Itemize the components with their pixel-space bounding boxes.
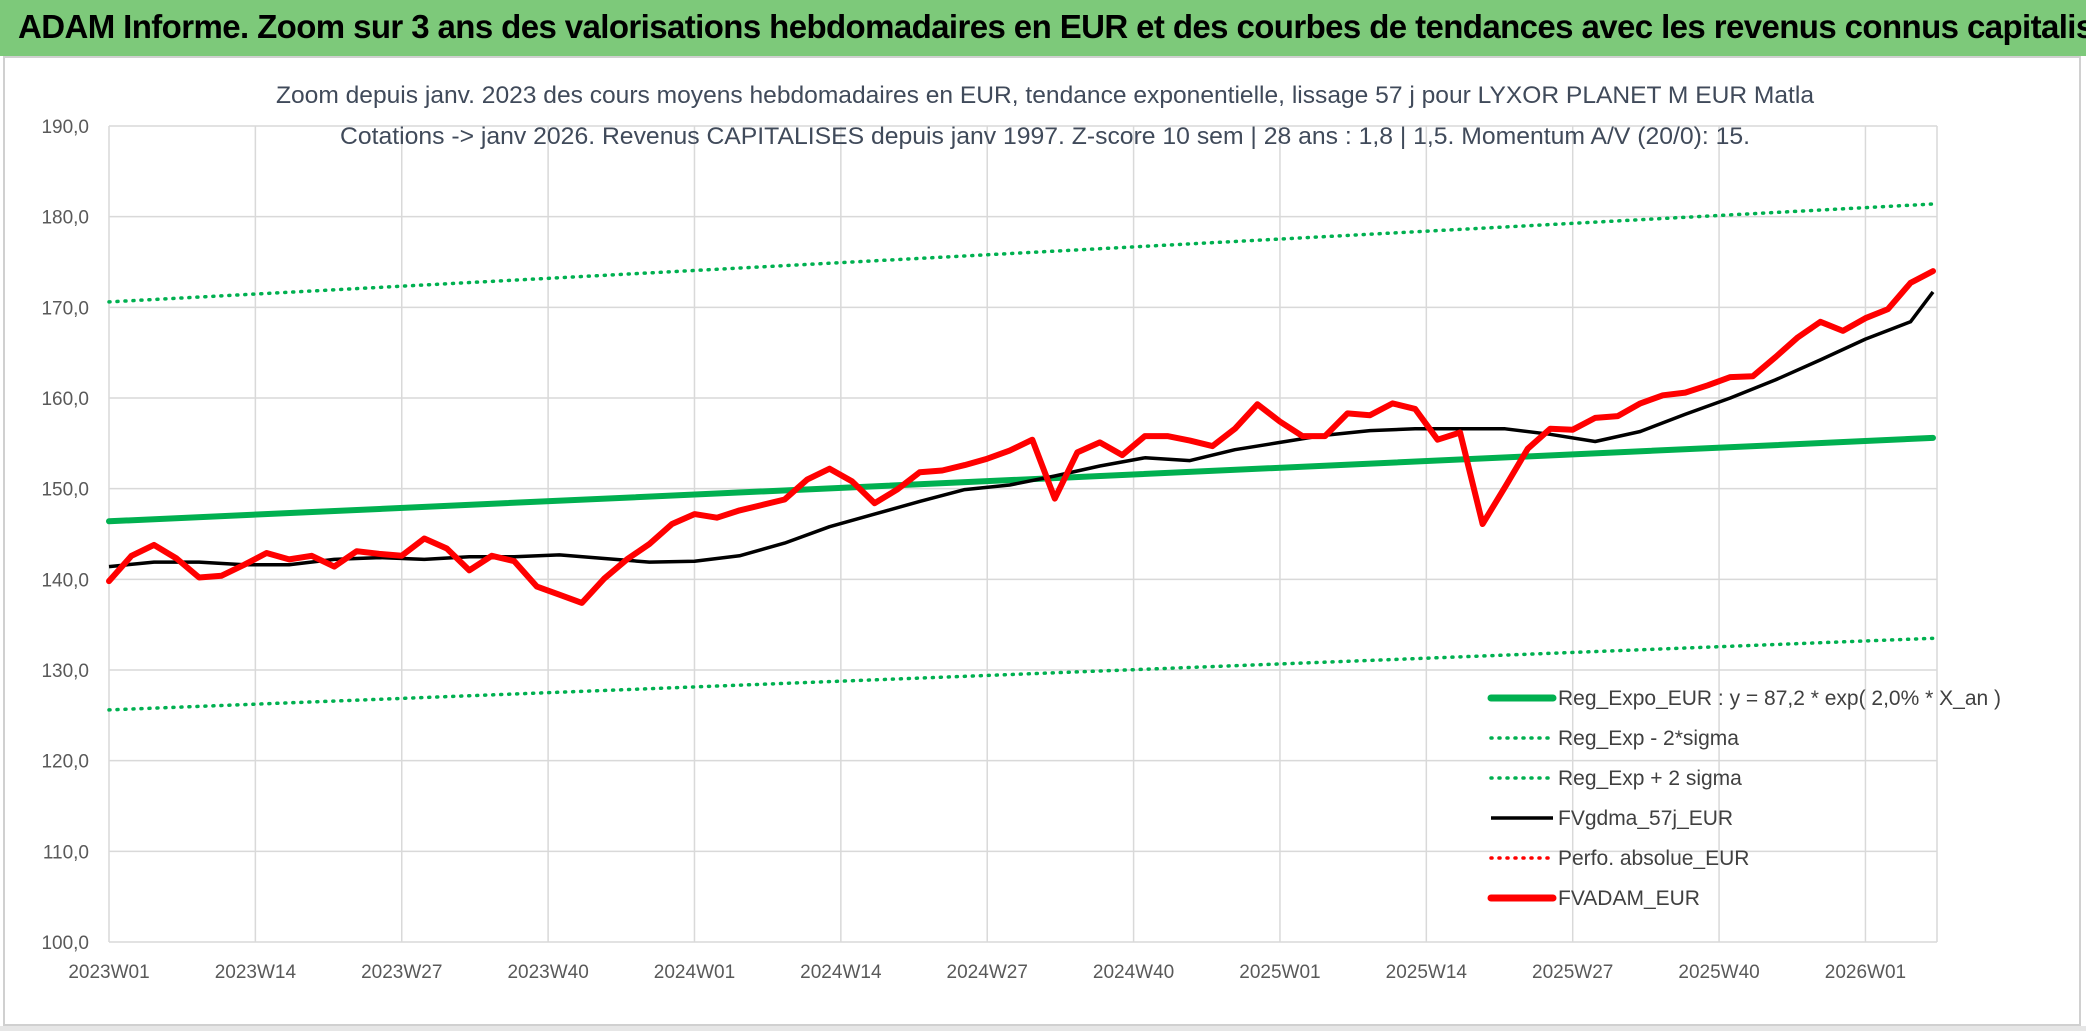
report-title: ADAM Informe. Zoom sur 3 ans des valoris…: [18, 8, 2086, 45]
series-line-1: [107, 636, 1935, 712]
x-tick-label: 2023W40: [507, 962, 588, 983]
legend-label: Reg_Expo_EUR : y = 87,2 * exp( 2,0% * X_…: [1558, 687, 2001, 710]
series-lines: [106, 202, 1936, 712]
grid: [108, 125, 1938, 943]
legend-label: Perfo. absolue_EUR: [1558, 847, 1749, 870]
series-line-5: [106, 268, 1936, 606]
y-tick-label: 100,0: [41, 933, 89, 954]
chart-area: 100,0 110,0 120,0 130,0 140,0 150,0 160,0 170,0…: [3, 56, 2081, 1026]
series-line-0: [106, 434, 1936, 525]
x-tick-label: 2023W01: [68, 962, 149, 983]
series-line-2: [107, 202, 1935, 304]
line-chart: 100,0 110,0 120,0 130,0 140,0 150,0 160,0 170,0…: [41, 82, 2001, 983]
chart-title-line-1: Zoom depuis janv. 2023 des cours moyens …: [276, 82, 1815, 109]
x-tick-label: 2025W40: [1678, 962, 1759, 983]
y-tick-label: 160,0: [41, 389, 89, 410]
y-tick-label: 180,0: [41, 208, 89, 229]
legend: Reg_Expo_EUR : y = 87,2 * exp( 2,0% * X_…: [1487, 687, 2001, 910]
legend-label: Reg_Exp - 2*sigma: [1558, 727, 1739, 750]
legend-label: Reg_Exp + 2 sigma: [1558, 767, 1742, 790]
y-tick-label: 170,0: [41, 298, 89, 319]
y-tick-label: 110,0: [43, 842, 89, 863]
x-tick-label: 2025W01: [1239, 962, 1320, 983]
y-tick-label: 120,0: [41, 752, 89, 773]
series-line-3: [108, 290, 1935, 569]
report-banner: ADAM Informe. Zoom sur 3 ans des valoris…: [0, 0, 2086, 56]
x-tick-label: 2026W01: [1825, 962, 1906, 983]
chart-title-line-2: Cotations -> janv 2026. Revenus CAPITALI…: [340, 123, 1750, 150]
legend-label: FVADAM_EUR: [1558, 887, 1700, 910]
x-tick-label: 2024W01: [654, 962, 735, 983]
y-tick-label: 150,0: [41, 480, 89, 501]
x-tick-label: 2024W14: [800, 962, 882, 983]
axes: 100,0 110,0 120,0 130,0 140,0 150,0 160,0 170,0…: [41, 117, 1906, 983]
x-tick-label: 2023W14: [215, 962, 297, 983]
x-tick-label: 2023W27: [361, 962, 442, 983]
x-tick-label: 2024W40: [1093, 962, 1174, 983]
legend-label: FVgdma_57j_EUR: [1558, 807, 1733, 830]
x-tick-label: 2025W14: [1386, 962, 1468, 983]
x-tick-label: 2024W27: [947, 962, 1028, 983]
x-tick-label: 2025W27: [1532, 962, 1613, 983]
y-tick-label: 190,0: [41, 117, 89, 138]
y-tick-label: 130,0: [41, 661, 89, 682]
y-tick-label: 140,0: [41, 570, 89, 591]
bottom-edge: [0, 1026, 2086, 1031]
